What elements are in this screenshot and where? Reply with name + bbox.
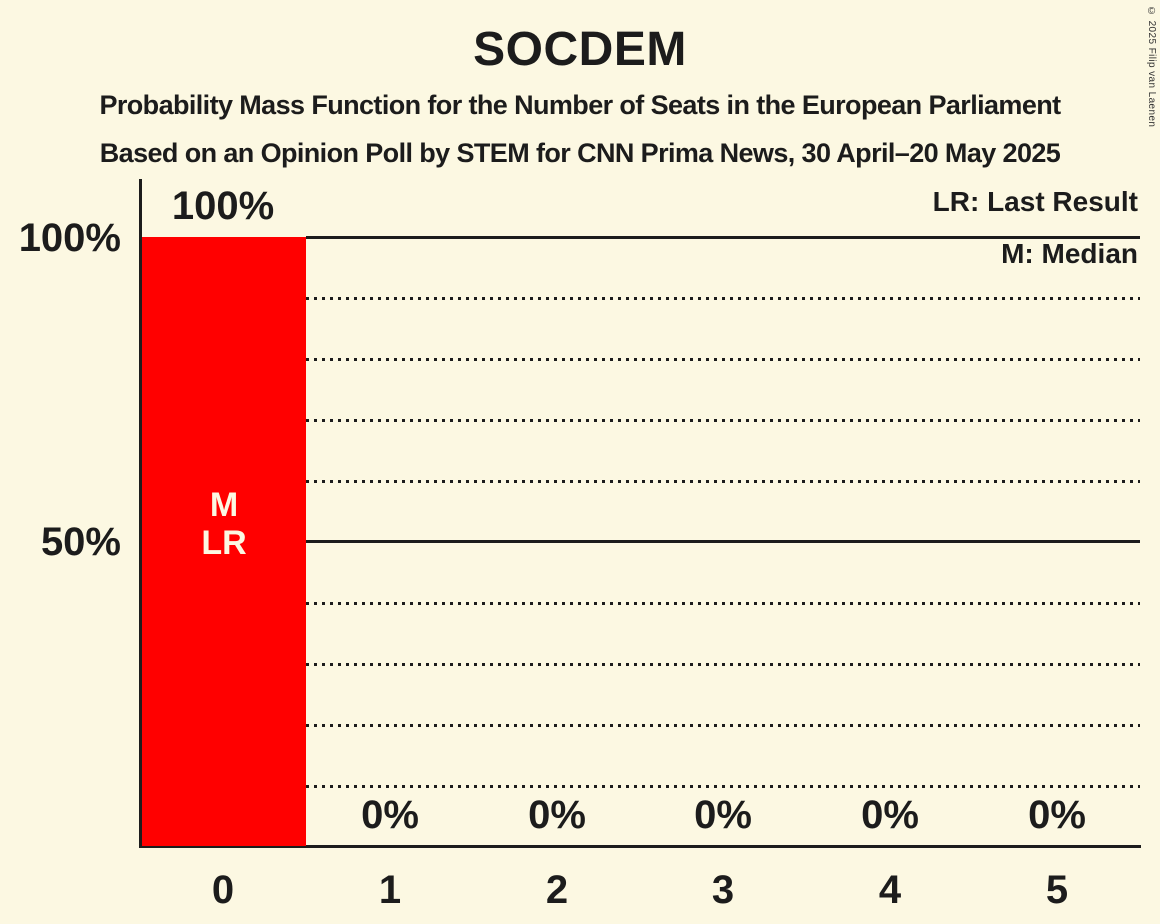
last-result-marker: LR <box>201 524 247 562</box>
bar-seats-0 <box>142 237 306 846</box>
median-marker: M <box>209 486 239 524</box>
x-tick-label-0: 0 <box>211 868 235 912</box>
x-tick-label-3: 3 <box>711 868 735 912</box>
gridline-20pct <box>306 724 1140 727</box>
gridline-100pct <box>306 236 1140 239</box>
x-tick-label-2: 2 <box>545 868 569 912</box>
gridline-70pct <box>306 419 1140 422</box>
bar-value-label: 0% <box>861 793 919 837</box>
gridline-40pct <box>306 602 1140 605</box>
x-tick-label-5: 5 <box>1045 868 1069 912</box>
x-tick-label-1: 1 <box>378 868 402 912</box>
y-axis-line <box>139 179 142 848</box>
bar-value-label: 0% <box>528 793 586 837</box>
bar-value-label: 0% <box>361 793 419 837</box>
legend-last-result: LR: Last Result <box>932 186 1138 217</box>
chart-subtitle: Probability Mass Function for the Number… <box>99 90 1061 120</box>
x-axis-line <box>139 845 1141 848</box>
bar-value-label: 0% <box>694 793 752 837</box>
bar-value-label: 100% <box>171 184 275 228</box>
gridline-80pct <box>306 358 1140 361</box>
y-tick-label-100: 100% <box>18 216 121 260</box>
gridline-90pct <box>306 297 1140 300</box>
gridline-50pct <box>306 540 1140 543</box>
x-tick-label-4: 4 <box>878 868 902 912</box>
y-tick-label-50: 50% <box>40 520 121 564</box>
chart-source-line: Based on an Opinion Poll by STEM for CNN… <box>99 138 1061 168</box>
page-title: SOCDEM <box>473 23 687 76</box>
gridline-30pct <box>306 663 1140 666</box>
gridline-10pct <box>306 785 1140 788</box>
bar-annotation-median-lastresult: M LR <box>142 486 306 562</box>
legend-median: M: Median <box>1001 238 1138 269</box>
gridline-60pct <box>306 480 1140 483</box>
bar-value-label: 0% <box>1028 793 1086 837</box>
copyright-notice: © 2025 Filip van Laenen <box>1146 6 1157 128</box>
